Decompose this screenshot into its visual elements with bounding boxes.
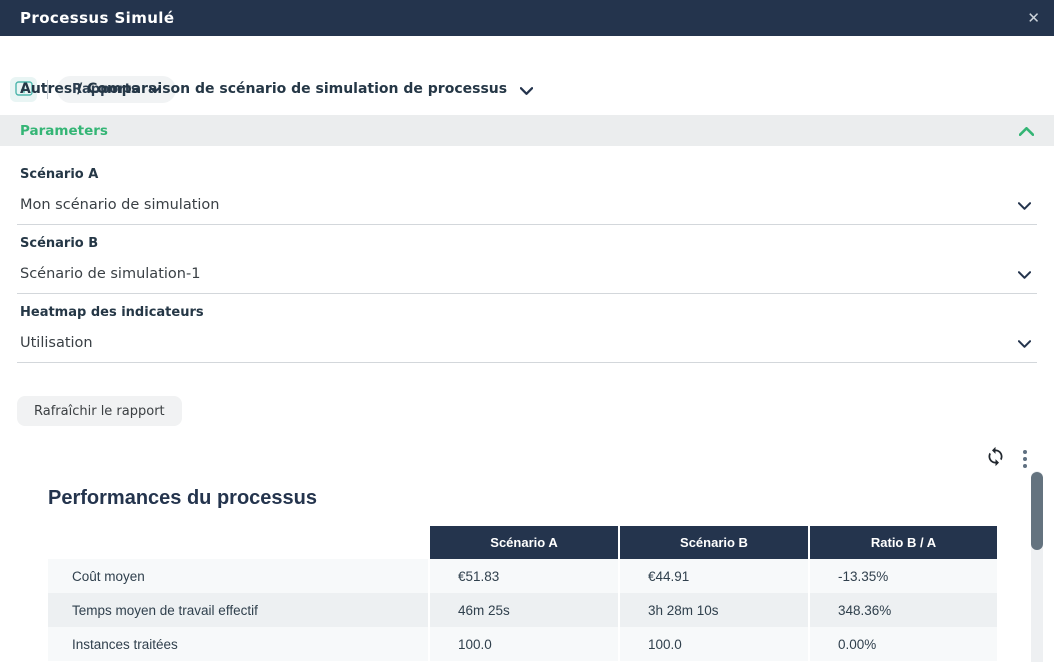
chevron-up-icon[interactable] xyxy=(1018,121,1035,140)
table-cell: -13.35% xyxy=(810,559,997,593)
table-cell: 0.00% xyxy=(810,627,997,661)
chevron-down-icon xyxy=(148,82,161,97)
refresh-report-button[interactable]: Rafraîchir le rapport xyxy=(17,396,182,426)
table-cell: €44.91 xyxy=(620,559,808,593)
table-header-ratio: Ratio B / A xyxy=(810,526,997,559)
table-cell: 3h 28m 10s xyxy=(620,593,808,627)
performance-table: Scénario A Scénario B Ratio B / A Coût m… xyxy=(48,526,997,661)
scrollbar-track[interactable] xyxy=(1031,471,1043,662)
scenario-b-value: Scénario de simulation-1 xyxy=(20,265,201,282)
chevron-down-icon xyxy=(1017,264,1032,283)
close-icon[interactable]: ✕ xyxy=(1027,8,1040,27)
heatmap-value: Utilisation xyxy=(20,334,93,351)
table-cell: 100.0 xyxy=(620,627,808,661)
sync-button[interactable] xyxy=(983,446,1007,470)
kebab-menu-button[interactable] xyxy=(1015,448,1035,470)
breadcrumb: Autres / Comparaison de scénario de simu… xyxy=(20,81,508,97)
table-header-scenario-a: Scénario A xyxy=(430,526,618,559)
rapports-dropdown[interactable]: Rapports xyxy=(57,76,176,103)
heatmap-label: Heatmap des indicateurs xyxy=(20,305,204,320)
chevron-down-icon xyxy=(1017,333,1032,352)
parameters-title: Parameters xyxy=(20,122,108,139)
scenario-a-value: Mon scénario de simulation xyxy=(20,196,220,213)
parameters-section-header[interactable]: Parameters xyxy=(0,115,1054,146)
table-cell: 348.36% xyxy=(810,593,997,627)
scrollbar-thumb[interactable] xyxy=(1031,472,1043,550)
heatmap-field: Heatmap des indicateurs Utilisation xyxy=(17,305,1037,363)
table-row-label: Coût moyen xyxy=(48,559,428,593)
kebab-icon xyxy=(1023,450,1027,468)
scenario-b-select[interactable]: Scénario de simulation-1 xyxy=(17,264,1037,294)
rapports-dropdown-label: Rapports xyxy=(72,82,139,97)
table-cell: 46m 25s xyxy=(430,593,618,627)
table-cell: 100.0 xyxy=(430,627,618,661)
toolbar: Rapports xyxy=(0,36,1054,103)
table-cell: €51.83 xyxy=(430,559,618,593)
chevron-down-icon[interactable] xyxy=(519,80,534,99)
table-row-label: Temps moyen de travail effectif xyxy=(48,593,428,627)
scenario-b-field: Scénario B Scénario de simulation-1 xyxy=(17,236,1037,294)
toolbar-divider xyxy=(47,80,48,99)
table-row-label: Instances traitées xyxy=(48,627,428,661)
scenario-a-select[interactable]: Mon scénario de simulation xyxy=(17,195,1037,225)
window-title: Processus Simulé xyxy=(20,9,175,27)
heatmap-select[interactable]: Utilisation xyxy=(17,333,1037,363)
table-header-empty xyxy=(48,526,428,559)
report-selector[interactable]: Autres / Comparaison de scénario de simu… xyxy=(20,79,534,99)
page-title: Performances du processus xyxy=(48,487,317,509)
window-titlebar: Processus Simulé ✕ xyxy=(0,0,1054,36)
save-report-button[interactable] xyxy=(10,77,37,102)
scenario-a-label: Scénario A xyxy=(20,167,99,182)
scenario-b-label: Scénario B xyxy=(20,236,99,251)
scenario-a-field: Scénario A Mon scénario de simulation xyxy=(17,167,1037,225)
refresh-icon xyxy=(985,446,1006,470)
window-plus-icon xyxy=(14,80,33,99)
table-header-scenario-b: Scénario B xyxy=(620,526,808,559)
chevron-down-icon xyxy=(1017,195,1032,214)
